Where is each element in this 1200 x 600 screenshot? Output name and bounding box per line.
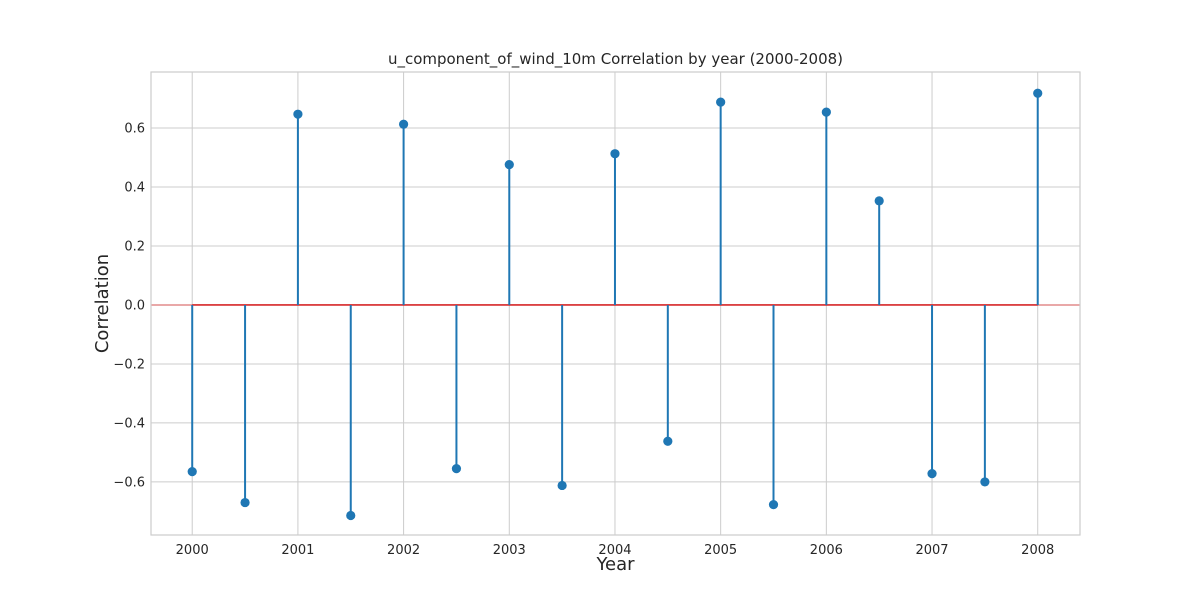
stem-marker <box>663 436 673 446</box>
stem-marker <box>398 119 409 129</box>
stem-marker <box>874 196 884 206</box>
y-tick-label: −0.4 <box>113 416 145 431</box>
y-tick-label: −0.6 <box>113 475 145 490</box>
y-tick-label: 0.6 <box>124 122 145 137</box>
chart-title: u_component_of_wind_10m Correlation by y… <box>388 50 843 69</box>
stem-marker <box>927 469 937 479</box>
y-tick-label: 0.0 <box>124 298 145 313</box>
stem-marker <box>451 464 462 474</box>
x-tick-label: 2000 <box>176 543 209 558</box>
stem-lines <box>191 93 1039 516</box>
x-tick-label: 2007 <box>915 543 948 558</box>
plot-frame <box>150 71 1081 536</box>
y-tick-label: 0.2 <box>124 239 145 254</box>
stem-marker <box>821 107 831 117</box>
stem-marker <box>504 160 514 170</box>
stem-marker <box>557 480 567 491</box>
stem-marker <box>1033 88 1043 98</box>
stem-marker <box>716 97 726 107</box>
stem-marker <box>187 466 197 477</box>
x-tick-labels: 2000 2001 2002 2003 2004 2005 2006 2007 2008 <box>176 543 1055 558</box>
stem-marker <box>346 510 356 521</box>
y-tick-label: −0.2 <box>113 357 145 372</box>
y-tick-labels: −0.6 −0.4 −0.2 0.0 0.2 0.4 0.6 <box>113 122 145 491</box>
x-tick-label: 2001 <box>281 543 314 558</box>
x-axis-label: Year <box>595 554 635 575</box>
y-axis-label: Correlation <box>92 254 113 353</box>
y-tick-label: 0.4 <box>124 181 145 196</box>
stem-marker <box>610 149 620 159</box>
x-tick-label: 2005 <box>704 543 737 558</box>
stem-marker <box>980 477 990 487</box>
x-tick-label: 2003 <box>493 543 526 558</box>
stem-marker <box>293 109 303 119</box>
stem-markers <box>187 88 1043 521</box>
x-tick-label: 2004 <box>598 543 631 558</box>
x-tick-label: 2002 <box>387 543 420 558</box>
x-tick-label: 2008 <box>1021 543 1054 558</box>
stem-marker <box>240 497 250 508</box>
x-tick-label: 2006 <box>810 543 843 558</box>
stem-marker <box>768 500 779 510</box>
